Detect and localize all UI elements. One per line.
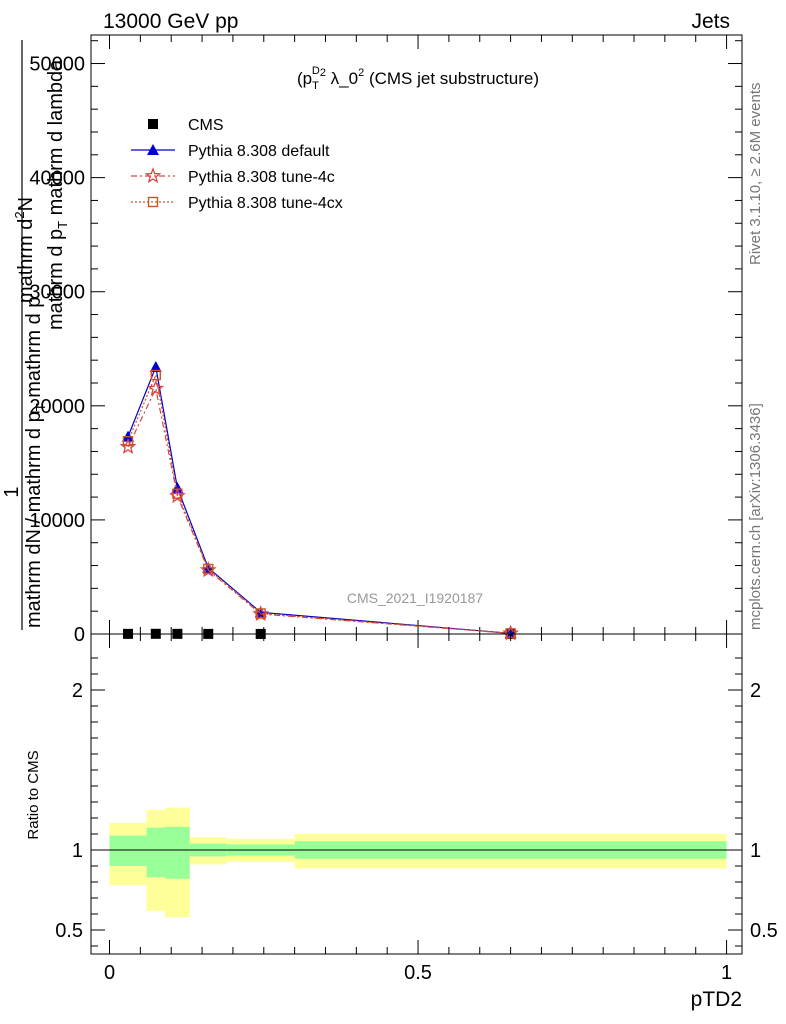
ratio-y-tick-label: 1: [72, 840, 83, 862]
ylabel-frac2-tail: mathrm d p: [23, 297, 45, 404]
legend-label: CMS: [188, 117, 224, 134]
legend-label: Pythia 8.308 tune-4c: [188, 169, 335, 186]
ratio-y-tick-label-right: 2: [750, 680, 761, 702]
title-sub: T: [312, 80, 319, 92]
ylabel-frac1-den-head: mathrm d p: [45, 229, 67, 330]
x-axis-label: pTD2: [691, 988, 742, 1011]
legend-entry: Pythia 8.308 tune-4cx: [131, 195, 343, 212]
ratio-y-tick-label: 0.5: [55, 920, 83, 942]
ylabel-frac1-num-head: mathrm d: [15, 219, 37, 303]
legend-entry: Pythia 8.308 tune-4c: [131, 167, 335, 186]
header-left: 13000 GeV pp: [103, 10, 238, 33]
ratio-ticks: 0.5 0.5 1 1 2 2 0 0.5 1: [55, 634, 778, 984]
legend: CMS Pythia 8.308 default Pythia 8.308 tune…: [131, 117, 343, 212]
y-tick-label: 0: [74, 624, 85, 646]
ylabel-frac2: mathrm dN / mathrm d pT mathrm d p: [23, 297, 48, 628]
legend-label: Pythia 8.308 default: [188, 143, 330, 160]
data-point: [122, 435, 134, 447]
ratio-panel: 0.5 0.5 1 1 2 2 0 0.5 1: [55, 633, 778, 984]
ratio-y-tick-label-right: 1: [750, 840, 761, 862]
y-tick-label: 50000: [29, 54, 85, 76]
legend-marker: [147, 196, 159, 208]
ratio-panel-frame: [90, 633, 743, 955]
rivet-note: Rivet 3.1.10, ≥ 2.6M events: [747, 83, 764, 266]
data-point: [149, 361, 162, 373]
data-point: [147, 379, 165, 396]
y-tick-label: 40000: [29, 168, 85, 190]
main-y-label: 1 mathrm dN / mathrm d pT mathrm d p mat…: [1, 40, 70, 630]
ylabel-one: 1: [1, 486, 23, 497]
series-line: [127, 372, 511, 634]
y-tick-label: 10000: [29, 510, 85, 532]
y-tick-label: 20000: [29, 396, 85, 418]
title-power2: 2: [358, 67, 364, 79]
data-point: [172, 488, 183, 499]
x-tick-label: 0: [104, 962, 115, 984]
ylabel-frac1-num-tail: N: [15, 197, 37, 211]
ratio-bands: [109, 807, 727, 918]
main-ticks: 0 10000 20000 30000 40000 50000: [29, 35, 742, 646]
title-power: 2: [320, 67, 326, 79]
legend-entry: Pythia 8.308 default: [131, 143, 330, 160]
ratio-y-tick-label: 2: [72, 680, 83, 702]
ylabel-frac1-den-tail: mathrm d lambda: [45, 59, 67, 221]
mcplots-note: mcplots.cern.ch [arXiv:1306.3436]: [747, 403, 764, 630]
ylabel-frac1-den-sub: T: [55, 221, 70, 229]
legend-marker: [147, 144, 159, 155]
main-title: (pTD2 λ_02 (CMS jet substructure): [297, 65, 539, 92]
stat-uncertainty-band: [146, 827, 166, 878]
ylabel-frac1-den: mathrm d pT mathrm d lambda: [45, 59, 70, 330]
title-tail: (CMS jet substructure): [364, 69, 539, 88]
x-tick-label: 1: [721, 962, 732, 984]
watermark: CMS_2021_I1920187: [347, 590, 483, 606]
legend-label: Pythia 8.308 tune-4cx: [188, 195, 343, 212]
data-point: [203, 563, 214, 575]
ylabel-frac2-sub: T: [33, 403, 48, 411]
data-point: [150, 369, 161, 381]
stat-uncertainty-band: [165, 826, 190, 879]
x-tick-label: 0.5: [404, 962, 432, 984]
ylabel-frac1-num-sup: 2: [12, 211, 27, 218]
legend-entry: CMS: [148, 117, 224, 134]
legend-marker: [144, 167, 162, 184]
header-right: Jets: [691, 10, 730, 33]
ylabel-frac1-num: mathrm d2N: [12, 197, 37, 303]
legend-marker: [148, 119, 158, 129]
ylabel-frac2-num: mathrm dN / mathrm d p: [23, 411, 45, 628]
ratio-y-tick-label-right: 0.5: [750, 920, 778, 942]
stat-uncertainty-band: [109, 835, 147, 866]
title-base: (p: [297, 69, 312, 88]
title-sup: D: [312, 65, 320, 77]
y-tick-label: 30000: [29, 282, 85, 304]
data-point: [255, 608, 266, 619]
ratio-y-label: Ratio to CMS: [25, 750, 42, 839]
title-mid: λ_0: [326, 69, 358, 88]
